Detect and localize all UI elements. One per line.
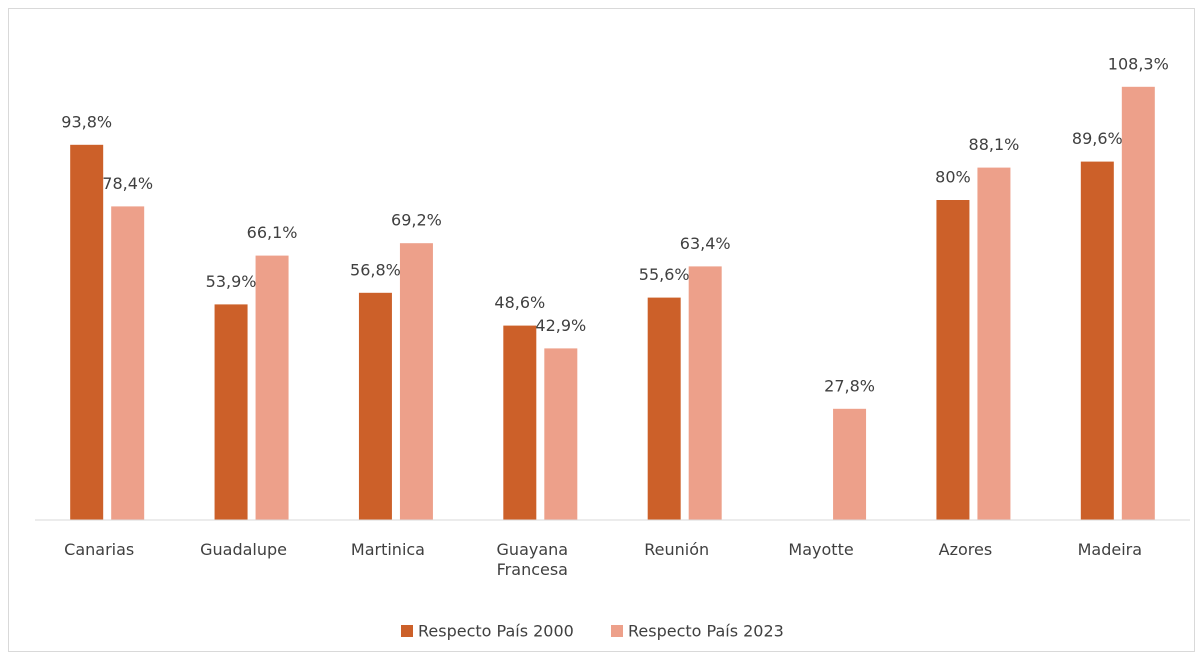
x-tick-label: Reunión	[644, 540, 710, 559]
bar	[503, 325, 537, 520]
data-label: 48,6%	[494, 293, 545, 312]
x-tick-label: Madeira	[1077, 540, 1143, 559]
bar	[977, 167, 1011, 520]
bar	[688, 266, 722, 520]
bar	[936, 200, 970, 520]
x-tick-label: Guadalupe	[200, 540, 287, 559]
data-label: 69,2%	[391, 211, 442, 230]
data-label: 53,9%	[206, 272, 257, 291]
bar	[647, 297, 681, 520]
chart-frame	[8, 8, 1195, 652]
bar	[255, 255, 289, 520]
legend-label: Respecto País 2023	[628, 622, 784, 641]
data-label: 78,4%	[102, 174, 153, 193]
bar	[1080, 161, 1114, 520]
data-label: 88,1%	[969, 135, 1020, 154]
data-label: 66,1%	[247, 223, 298, 242]
bar	[833, 408, 867, 520]
legend-label: Respecto País 2000	[418, 622, 574, 641]
data-label: 55,6%	[639, 265, 690, 284]
legend-swatch	[401, 625, 413, 637]
x-tick-label: Guayana Francesa	[496, 540, 569, 579]
x-tick-label: Mayotte	[788, 540, 854, 559]
data-label: 80%	[935, 168, 971, 187]
data-label: 42,9%	[535, 316, 586, 335]
bar	[544, 348, 578, 520]
bar	[358, 292, 392, 520]
data-label: 56,8%	[350, 260, 401, 279]
legend-swatch	[611, 625, 623, 637]
data-label: 63,4%	[680, 234, 731, 253]
bar	[111, 206, 145, 520]
bar	[399, 243, 433, 520]
data-label: 108,3%	[1108, 54, 1169, 73]
bar	[1121, 86, 1155, 521]
data-label: 89,6%	[1072, 129, 1123, 148]
data-label: 27,8%	[824, 376, 875, 395]
data-label: 93,8%	[61, 112, 112, 131]
bar	[214, 304, 248, 520]
x-tick-label: Azores	[938, 540, 993, 559]
x-tick-label: Martinica	[350, 540, 425, 559]
x-tick-label: Canarias	[64, 540, 135, 559]
bar	[70, 144, 104, 521]
